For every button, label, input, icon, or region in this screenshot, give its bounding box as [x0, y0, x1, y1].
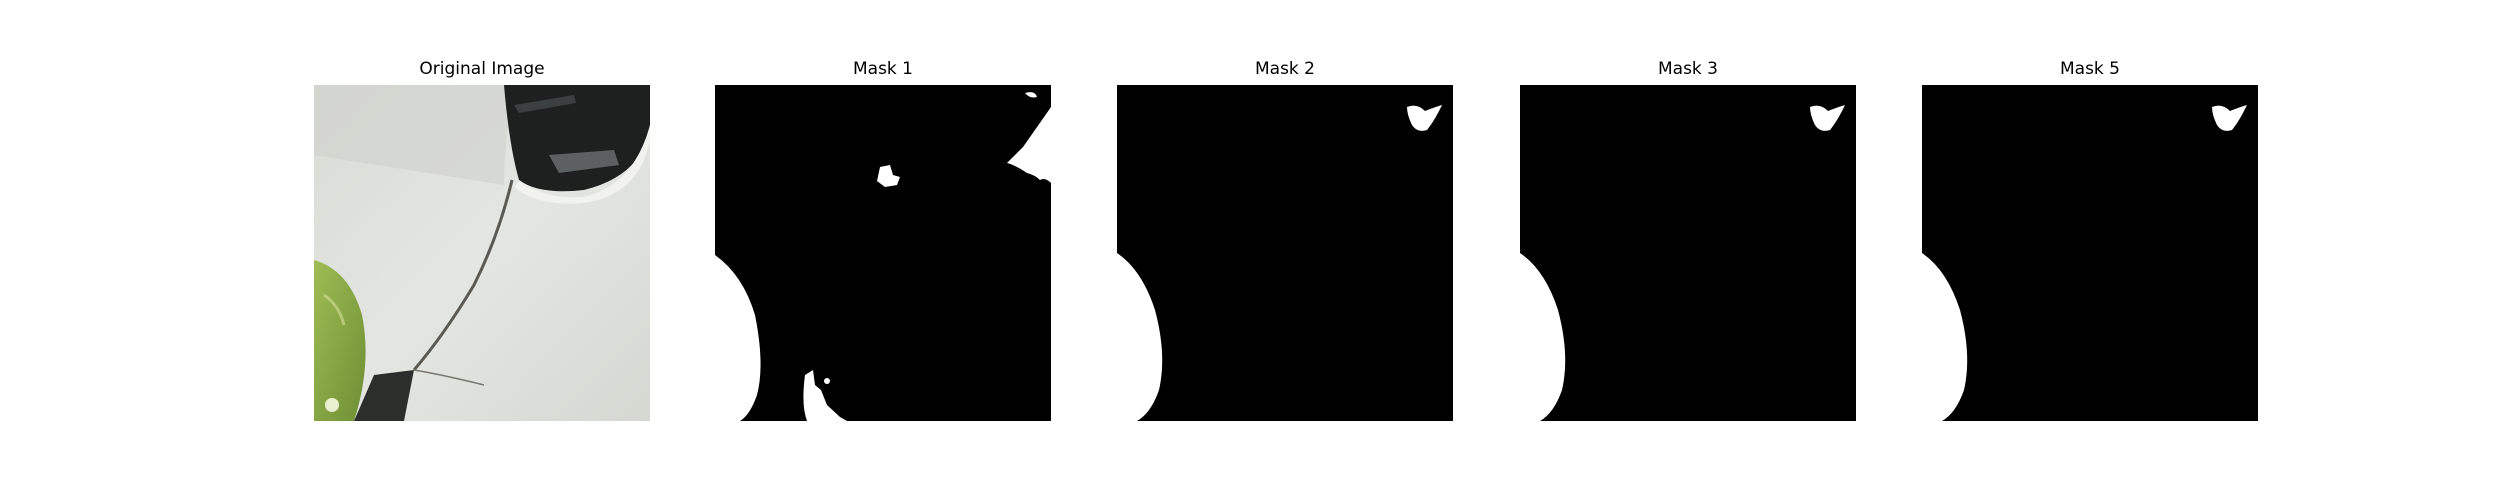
original-image [314, 85, 650, 421]
panel-title-mask-2: Mask 2 [1254, 59, 1315, 79]
mask-5-panel [1922, 85, 2258, 421]
mask-5-image [1922, 85, 2258, 421]
mask-3-panel [1520, 85, 1856, 421]
mask-2-image [1117, 85, 1453, 421]
panel-title-original-image: Original Image [419, 59, 545, 79]
mask-3-image [1520, 85, 1856, 421]
mask-1-image [715, 85, 1051, 421]
panel-title-mask-1: Mask 1 [852, 59, 913, 79]
original-image-panel [314, 85, 650, 421]
panel-title-mask-5: Mask 5 [2059, 59, 2120, 79]
mask-1-panel [715, 85, 1051, 421]
panel-title-mask-3: Mask 3 [1657, 59, 1718, 79]
mask-2-panel [1117, 85, 1453, 421]
